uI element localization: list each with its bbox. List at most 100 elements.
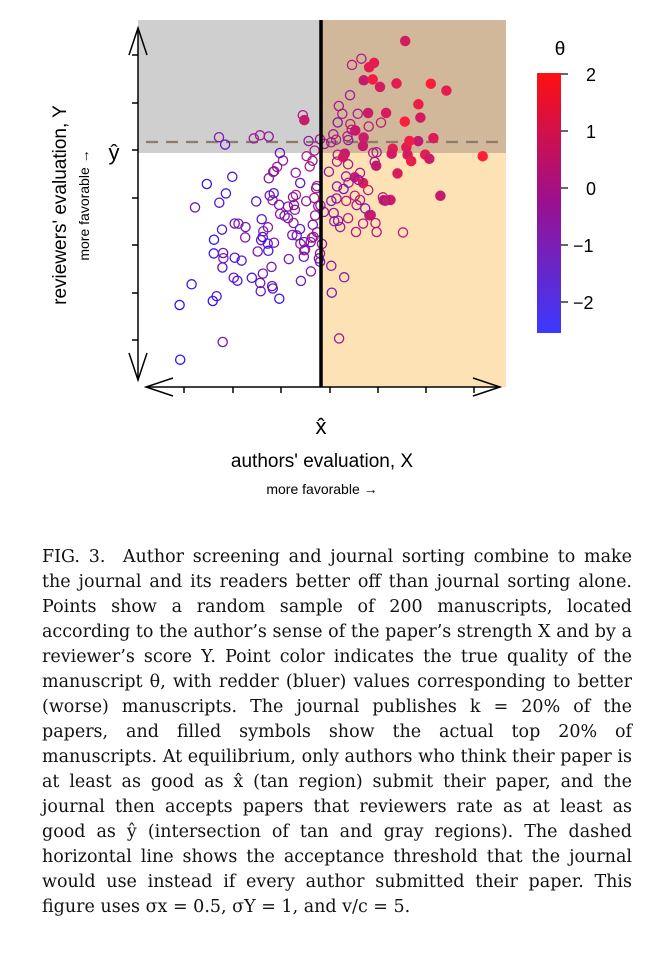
- manuscript-point: [256, 213, 267, 225]
- manuscript-point: [333, 333, 345, 344]
- manuscript-point: [330, 134, 342, 145]
- manuscript-point: [255, 285, 266, 297]
- manuscript-point: [326, 260, 337, 272]
- manuscript-point: [331, 181, 343, 192]
- manuscript-point: [363, 121, 374, 132]
- manuscript-point: [254, 130, 266, 141]
- manuscript-point: [287, 191, 299, 203]
- y-threshold-label: ŷ: [109, 140, 120, 165]
- manuscript-point: [294, 177, 306, 189]
- manuscript-point: [313, 253, 325, 264]
- manuscript-point: [435, 190, 446, 202]
- manuscript-point: [304, 161, 315, 172]
- manuscript-point: [282, 201, 294, 212]
- manuscript-point: [257, 268, 269, 279]
- manuscript-point: [309, 210, 321, 221]
- manuscript-point: [217, 336, 228, 348]
- manuscript-point: [287, 229, 298, 241]
- manuscript-point: [303, 135, 314, 147]
- colorbar-tick-label: 0: [586, 179, 596, 199]
- manuscript-point: [428, 132, 439, 144]
- manuscript-point: [262, 238, 273, 249]
- manuscript-point: [397, 227, 409, 238]
- manuscript-point: [216, 224, 228, 235]
- manuscript-point: [342, 159, 354, 170]
- manuscript-point: [211, 290, 222, 302]
- manuscript-point: [291, 230, 302, 241]
- manuscript-point: [239, 232, 251, 243]
- figure-3: x̂ ŷ authors' evaluation, X more favorab…: [50, 20, 596, 497]
- gray-region: [138, 20, 321, 153]
- colorbar-ticks: [561, 73, 568, 303]
- manuscript-point: [288, 199, 300, 211]
- manuscript-point: [273, 199, 285, 211]
- manuscript-point: [312, 200, 324, 212]
- manuscript-point: [301, 150, 312, 162]
- manuscript-point: [357, 140, 369, 152]
- manuscript-point: [217, 247, 229, 259]
- manuscript-point: [325, 137, 337, 148]
- manuscript-point: [307, 155, 318, 167]
- manuscript-point: [219, 139, 231, 150]
- manuscript-point: [367, 74, 378, 85]
- manuscript-point: [342, 212, 354, 224]
- colorbar-title: θ: [555, 39, 566, 60]
- manuscript-point: [374, 81, 386, 93]
- manuscript-point: [266, 261, 277, 273]
- manuscript-point: [346, 59, 358, 71]
- manuscript-point: [345, 118, 356, 130]
- manuscript-point: [344, 89, 356, 101]
- manuscript-point: [290, 167, 301, 179]
- manuscript-point: [229, 252, 240, 263]
- manuscript-point: [326, 195, 337, 207]
- manuscript-point: [329, 215, 340, 227]
- colorbar-tick-label: 2: [586, 65, 596, 85]
- manuscript-point: [352, 108, 364, 120]
- manuscript-point: [246, 272, 258, 284]
- manuscript-point: [342, 134, 354, 146]
- colorbar-tick-label: 1: [586, 122, 596, 142]
- manuscript-point: [208, 234, 220, 245]
- manuscript-point: [399, 35, 411, 47]
- manuscript-point: [350, 226, 362, 238]
- manuscript-point: [233, 218, 244, 229]
- manuscript-point: [358, 75, 369, 86]
- manuscript-point: [337, 151, 349, 163]
- manuscript-point: [334, 221, 346, 233]
- manuscript-point: [309, 145, 320, 156]
- manuscript-point: [405, 155, 417, 167]
- manuscript-point: [349, 190, 361, 201]
- manuscript-point: [356, 53, 367, 64]
- manuscript-point: [357, 218, 369, 229]
- manuscript-point: [386, 148, 397, 159]
- colorbar: [537, 73, 561, 333]
- manuscript-point: [250, 196, 262, 207]
- manuscript-point: [323, 166, 335, 177]
- manuscript-point: [290, 189, 302, 201]
- x-axis: [143, 377, 503, 397]
- manuscript-point: [257, 231, 268, 243]
- manuscript-point: [227, 171, 238, 183]
- manuscript-point: [365, 209, 376, 221]
- manuscript-point: [340, 195, 352, 207]
- manuscript-point: [279, 210, 290, 222]
- manuscript-point: [298, 245, 310, 256]
- manuscript-point: [367, 147, 379, 159]
- manuscript-point: [298, 236, 310, 248]
- manuscript-point: [258, 225, 269, 237]
- x-axis-sublabel: more favorable →: [266, 481, 377, 497]
- manuscript-point: [186, 279, 197, 290]
- manuscript-point: [353, 174, 364, 186]
- manuscript-point: [274, 147, 286, 159]
- manuscript-point: [268, 237, 280, 248]
- manuscript-point: [342, 131, 353, 142]
- caption-label: FIG. 3.: [42, 547, 106, 567]
- manuscript-point: [375, 117, 387, 128]
- manuscript-point: [299, 114, 310, 126]
- manuscript-point: [228, 272, 239, 283]
- manuscript-point: [300, 195, 312, 207]
- manuscript-point: [254, 277, 266, 289]
- y-axis-label: reviewers' evaluation, Y: [50, 105, 71, 305]
- manuscript-point: [263, 173, 275, 184]
- manuscript-point: [370, 160, 382, 172]
